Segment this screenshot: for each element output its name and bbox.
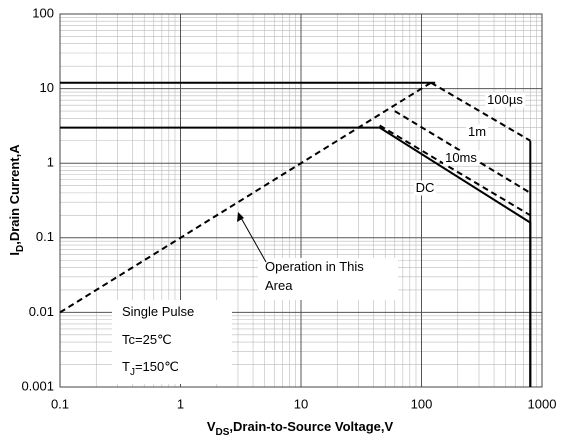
annotation-part: 1m (468, 124, 486, 139)
annotation: TJ=150℃ (122, 359, 179, 377)
y-tick-label: 10 (40, 80, 54, 95)
label-bg (443, 150, 480, 166)
label-bg (485, 92, 526, 108)
label-bg (413, 180, 437, 196)
label-bg (465, 124, 489, 140)
x-tick-label: 100 (411, 396, 433, 411)
annotation: Operation in This (265, 259, 364, 274)
note-box (258, 258, 398, 300)
y-axis-label-part: ,Drain Current,A (7, 144, 22, 245)
annotation: 1m (468, 124, 486, 139)
annotation-part: J (130, 367, 135, 378)
x-tick-label: 1000 (528, 396, 557, 411)
annotation: 10ms (445, 150, 477, 165)
annotation-part: =150℃ (135, 359, 179, 374)
y-tick-label: 0.01 (29, 304, 54, 319)
arrow (239, 215, 267, 263)
annotation-part: Operation in This (265, 259, 364, 274)
y-tick-label: 0.001 (21, 378, 54, 393)
annotation-part: Single Pulse (122, 304, 194, 319)
y-axis-label-part: I (7, 252, 22, 256)
y-tick-label: 1 (47, 155, 54, 170)
annotation-part: Area (265, 278, 293, 293)
plot-frame (59, 13, 543, 388)
x-tick-label: 1 (177, 396, 184, 411)
x-axis-label-part: ,Drain-to-Source Voltage,V (229, 419, 393, 434)
arrow-head (237, 212, 244, 222)
y-axis-label: ID,Drain Current,A (7, 144, 25, 256)
x-axis-label-part: DS (216, 427, 230, 438)
annotation-part: 100µs (487, 92, 523, 107)
y-tick-label: 0.1 (36, 229, 54, 244)
x-tick-label: 0.1 (51, 396, 69, 411)
series-line (59, 81, 432, 314)
annotation-part: Tc=25℃ (122, 332, 172, 347)
annotation-part: T (122, 359, 130, 374)
y-tick-label: 100 (32, 5, 54, 20)
note-box (112, 300, 232, 384)
annotation: 100µs (487, 92, 523, 107)
series-line (394, 110, 531, 194)
annotation: Tc=25℃ (122, 332, 172, 347)
x-axis-label: VDS,Drain-to-Source Voltage,V (207, 419, 394, 437)
annotation: Single Pulse (122, 304, 194, 319)
annotation-part: DC (416, 180, 435, 195)
annotation-part: 10ms (445, 150, 477, 165)
annotation: DC (416, 180, 435, 195)
x-tick-label: 10 (294, 396, 308, 411)
y-axis-label-part: D (15, 245, 26, 252)
annotation: Area (265, 278, 293, 293)
x-axis-label-part: V (207, 419, 216, 434)
series-line (430, 81, 531, 142)
